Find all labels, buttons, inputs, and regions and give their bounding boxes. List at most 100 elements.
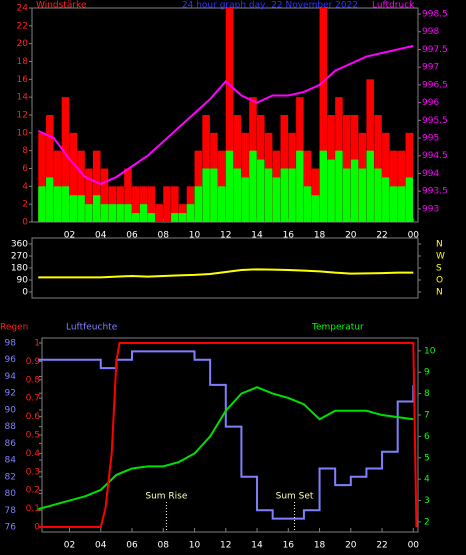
y-tick-label: 997.5 bbox=[422, 45, 448, 55]
bar bbox=[405, 177, 414, 222]
bar bbox=[132, 186, 140, 222]
y-tick-label: 0 bbox=[22, 288, 28, 298]
y-tick-label: 14 bbox=[17, 93, 29, 103]
y-tick-label: 7 bbox=[424, 411, 430, 421]
bar bbox=[132, 213, 140, 222]
y-tick-label: 0.2 bbox=[26, 486, 40, 496]
bar bbox=[53, 186, 62, 222]
y-tick-label: 998.5 bbox=[422, 10, 448, 20]
bar bbox=[241, 132, 249, 222]
bar bbox=[288, 168, 296, 222]
bar bbox=[139, 186, 148, 222]
bar bbox=[303, 186, 312, 222]
y-tick-label: S bbox=[436, 264, 442, 274]
bar bbox=[366, 79, 374, 222]
bar bbox=[92, 150, 101, 222]
y-tick-label: 3 bbox=[424, 496, 430, 506]
y-tick-label: W bbox=[436, 252, 445, 262]
x-tick-label: 18 bbox=[314, 541, 326, 551]
y-tick-label: 270 bbox=[11, 252, 28, 262]
bar bbox=[350, 159, 359, 222]
bar bbox=[171, 213, 179, 222]
bar bbox=[319, 8, 328, 222]
y-tick-label: 5 bbox=[424, 453, 430, 463]
x-tick-label: 02 bbox=[64, 231, 75, 241]
x-tick-label: 06 bbox=[126, 541, 138, 551]
bar bbox=[100, 168, 109, 222]
x-tick-label: 00 bbox=[408, 231, 420, 241]
y-tick-label: 98 bbox=[5, 339, 17, 349]
bar bbox=[374, 168, 382, 222]
y-tick-label: 2 bbox=[22, 200, 28, 210]
x-tick-label: 08 bbox=[158, 541, 170, 551]
y-tick-label: 180 bbox=[11, 264, 28, 274]
y-tick-label: 10 bbox=[424, 346, 436, 356]
y-tick-label: 994 bbox=[422, 169, 439, 179]
bar bbox=[186, 204, 195, 222]
x-tick-label: 14 bbox=[251, 541, 263, 551]
y-tick-label: 996 bbox=[422, 98, 439, 108]
x-tick-label: 18 bbox=[314, 231, 326, 241]
bar bbox=[85, 168, 93, 222]
bar bbox=[342, 168, 351, 222]
bar bbox=[147, 213, 156, 222]
x-tick-label: 14 bbox=[251, 231, 263, 241]
bar bbox=[249, 150, 257, 222]
y-tick-label: N bbox=[436, 288, 443, 298]
y-tick-label: 996.5 bbox=[422, 80, 448, 90]
x-tick-label: 02 bbox=[64, 541, 75, 551]
y-tick-label: 0 bbox=[34, 523, 40, 533]
bar bbox=[257, 159, 265, 222]
bar bbox=[311, 195, 320, 222]
bar bbox=[335, 150, 343, 222]
bar bbox=[155, 204, 163, 222]
bar bbox=[382, 132, 390, 222]
y-tick-label: 80 bbox=[5, 489, 17, 499]
y-tick-label: 360 bbox=[11, 240, 28, 250]
bar bbox=[116, 204, 124, 222]
x-tick-label: 20 bbox=[345, 541, 357, 551]
bar bbox=[405, 132, 414, 222]
bar bbox=[171, 186, 179, 222]
data-line bbox=[38, 268, 414, 279]
y-tick-label: 0.3 bbox=[26, 467, 40, 477]
bar bbox=[241, 177, 249, 222]
y-tick-label: 994.5 bbox=[422, 151, 448, 161]
bar bbox=[124, 204, 132, 222]
y-tick-label: 12 bbox=[17, 111, 28, 121]
y-tick-label: 90 bbox=[5, 405, 17, 415]
bar bbox=[108, 204, 117, 222]
bar bbox=[366, 150, 374, 222]
y-tick-label: 90 bbox=[17, 276, 29, 286]
bar bbox=[46, 115, 54, 222]
bar bbox=[233, 168, 242, 222]
bar bbox=[147, 186, 156, 222]
bar bbox=[217, 186, 226, 222]
bar bbox=[382, 177, 390, 222]
axis-label: Luftdruck bbox=[372, 1, 415, 11]
bar bbox=[38, 132, 46, 222]
x-tick-label: 16 bbox=[283, 231, 295, 241]
bar bbox=[202, 168, 210, 222]
annotation: Sum Set bbox=[276, 492, 314, 502]
bar bbox=[210, 168, 218, 222]
bar bbox=[92, 195, 101, 222]
y-tick-label: 82 bbox=[5, 472, 16, 482]
axis-label: Temperatur bbox=[311, 323, 364, 333]
y-tick-label: O bbox=[436, 276, 443, 286]
x-tick-label: 22 bbox=[376, 541, 387, 551]
data-line bbox=[37, 44, 414, 186]
x-tick-label: 12 bbox=[220, 231, 231, 241]
bar bbox=[280, 168, 288, 222]
bar bbox=[77, 150, 85, 222]
bar bbox=[389, 186, 398, 222]
y-tick-label: 9 bbox=[424, 368, 430, 378]
y-tick-label: 20 bbox=[17, 39, 29, 49]
bar bbox=[194, 186, 203, 222]
bar bbox=[264, 168, 273, 222]
y-tick-label: 92 bbox=[5, 389, 16, 399]
y-tick-label: 0.6 bbox=[26, 412, 41, 422]
bar bbox=[69, 132, 78, 222]
y-tick-label: 10 bbox=[17, 128, 29, 138]
axis-label: Luftfeuchte bbox=[66, 323, 118, 333]
